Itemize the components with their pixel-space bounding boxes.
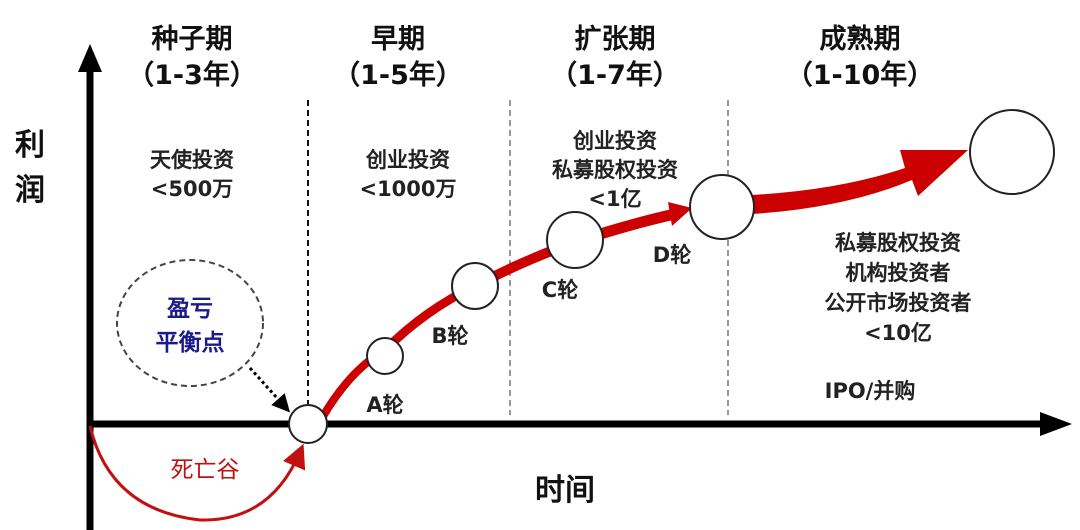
stage-seed-years: （1-3年）: [127, 59, 257, 91]
x-axis-arrow-icon: [1040, 412, 1072, 436]
stage-mature-title: 成熟期: [820, 23, 901, 55]
expansion-investor-2: 私募股权投资: [552, 158, 678, 182]
mature-investor-2: 机构投资者: [846, 261, 951, 285]
stage-mature-years: （1-10年）: [786, 59, 935, 91]
stage-early-years: （1-5年）: [333, 59, 463, 91]
x-axis-label: 时间: [535, 473, 595, 508]
early-amount: <1000万: [359, 177, 456, 201]
y-axis-label-1: 利: [15, 128, 45, 163]
y-axis-arrow-icon: [78, 44, 102, 72]
stage-expansion-years: （1-7年）: [550, 59, 680, 91]
breakeven-label-2: 平衡点: [156, 329, 225, 356]
seed-amount: <500万: [151, 177, 233, 201]
breakeven-pointer-arrow: [248, 366, 291, 413]
round-d-node: [689, 174, 755, 240]
mature-exit: IPO/并购: [825, 379, 916, 403]
breakeven-callout: [116, 259, 264, 387]
y-axis-label-2: 润: [15, 173, 45, 208]
round-c-label: C轮: [542, 278, 578, 302]
mature-node: [969, 109, 1055, 195]
round-a-label: A轮: [366, 393, 403, 417]
growth-arrowhead-icon: [668, 202, 692, 226]
mature-amount: <10亿: [864, 321, 932, 345]
early-investor: 创业投资: [365, 148, 450, 172]
stage-expansion-title: 扩张期: [575, 24, 656, 55]
mature-investor-3: 公开市场投资者: [825, 291, 972, 315]
round-b-node: [451, 262, 499, 310]
round-d-label: D轮: [653, 243, 691, 267]
breakeven-node: [288, 404, 328, 444]
stage-seed-title: 种子期: [152, 24, 233, 55]
stage-early-title: 早期: [371, 24, 425, 55]
mature-investor-1: 私募股权投资: [835, 231, 961, 255]
death-valley-curve: [88, 425, 306, 522]
round-c-node: [546, 211, 604, 269]
seed-investor: 天使投资: [150, 148, 234, 172]
death-valley-label: 死亡谷: [171, 457, 240, 483]
round-b-label: B轮: [431, 324, 468, 348]
expansion-investor-1: 创业投资: [572, 129, 657, 153]
breakeven-label-1: 盈亏: [166, 296, 213, 322]
mature-growth-arrow: [752, 150, 968, 214]
expansion-amount: <1亿: [588, 187, 641, 211]
round-a-node: [366, 337, 404, 375]
